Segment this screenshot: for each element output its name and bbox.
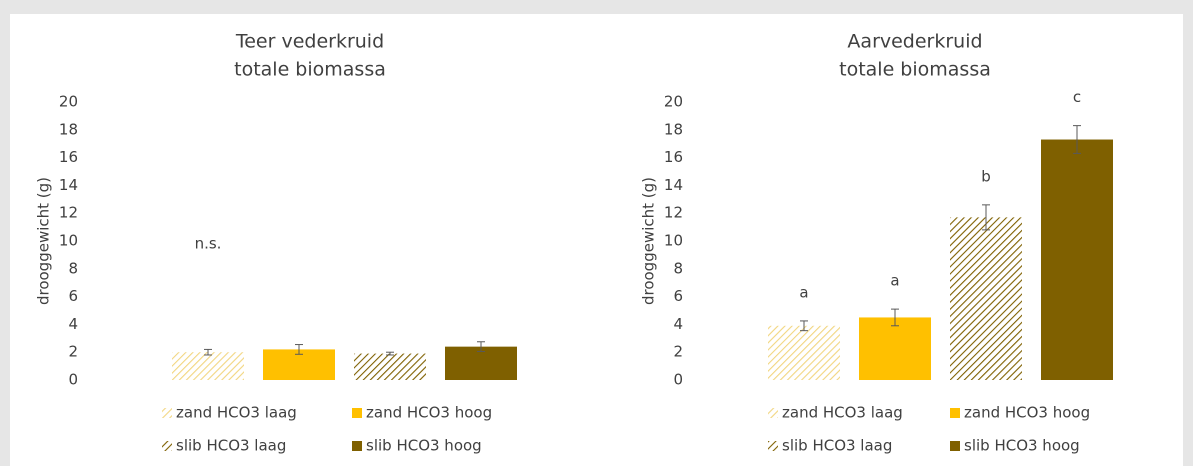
bar — [950, 217, 1022, 380]
y-tick-label: 10 — [664, 232, 683, 250]
error-bar — [891, 308, 899, 327]
legend-swatch — [950, 441, 960, 451]
legend-label: slib HCO3 hoog — [366, 437, 482, 455]
y-tick-label: 14 — [59, 176, 78, 194]
legend-label: slib HCO3 laag — [782, 437, 892, 455]
y-tick-label: 8 — [68, 259, 78, 277]
y-tick-label: 18 — [59, 120, 78, 138]
legend-label: slib HCO3 hoog — [964, 437, 1080, 455]
y-tick-label: 18 — [664, 120, 683, 138]
bar-label: c — [1073, 88, 1081, 106]
legend-label: zand HCO3 laag — [782, 404, 903, 422]
error-bar — [386, 351, 394, 356]
legend-label: zand HCO3 laag — [176, 404, 297, 422]
error-bar — [800, 320, 808, 332]
y-tick-label: 12 — [664, 204, 683, 222]
bar-label: a — [799, 283, 808, 301]
annotation: n.s. — [195, 234, 222, 252]
bar-label: a — [890, 272, 899, 290]
legend-swatch — [162, 441, 172, 451]
legend-swatch — [950, 408, 960, 418]
y-tick-label: 4 — [673, 315, 683, 333]
legend-swatch — [352, 408, 362, 418]
y-tick-label: 8 — [673, 259, 683, 277]
error-bar — [204, 348, 212, 356]
y-tick-label: 20 — [59, 93, 78, 111]
y-tick-label: 14 — [664, 176, 683, 194]
bar — [354, 353, 426, 380]
legend-swatch — [352, 441, 362, 451]
error-bar — [982, 204, 990, 231]
y-tick-label: 16 — [664, 148, 683, 166]
y-tick-label: 2 — [68, 343, 78, 361]
bar — [172, 352, 244, 380]
legend-label: zand HCO3 hoog — [366, 404, 492, 422]
legend-label: zand HCO3 hoog — [964, 404, 1090, 422]
chart-title: Teer vederkruid — [235, 31, 384, 53]
y-tick-label: 6 — [673, 287, 683, 305]
y-axis-title: drooggewicht (g) — [640, 177, 658, 305]
y-tick-label: 4 — [68, 315, 78, 333]
chart-title: Aarvederkruid — [847, 31, 982, 53]
bar — [445, 346, 517, 380]
legend-swatch — [768, 408, 778, 418]
error-bar — [477, 341, 485, 353]
y-tick-label: 0 — [68, 371, 78, 389]
y-tick-label: 16 — [59, 148, 78, 166]
y-tick-label: 20 — [664, 93, 683, 111]
y-tick-label: 0 — [673, 371, 683, 389]
error-bar — [295, 344, 303, 355]
bar — [859, 317, 931, 380]
error-bar — [1073, 125, 1081, 154]
bar — [1041, 139, 1113, 380]
y-tick-label: 6 — [68, 287, 78, 305]
bar — [768, 325, 840, 380]
chart-subtitle: totale biomassa — [234, 59, 386, 81]
bar-label: b — [981, 167, 991, 185]
y-axis-title: drooggewicht (g) — [35, 177, 53, 305]
legend-label: slib HCO3 laag — [176, 437, 286, 455]
legend-swatch — [162, 408, 172, 418]
y-tick-label: 2 — [673, 343, 683, 361]
chart-subtitle: totale biomassa — [839, 59, 991, 81]
y-tick-label: 12 — [59, 204, 78, 222]
legend-swatch — [768, 441, 778, 451]
y-tick-label: 10 — [59, 232, 78, 250]
